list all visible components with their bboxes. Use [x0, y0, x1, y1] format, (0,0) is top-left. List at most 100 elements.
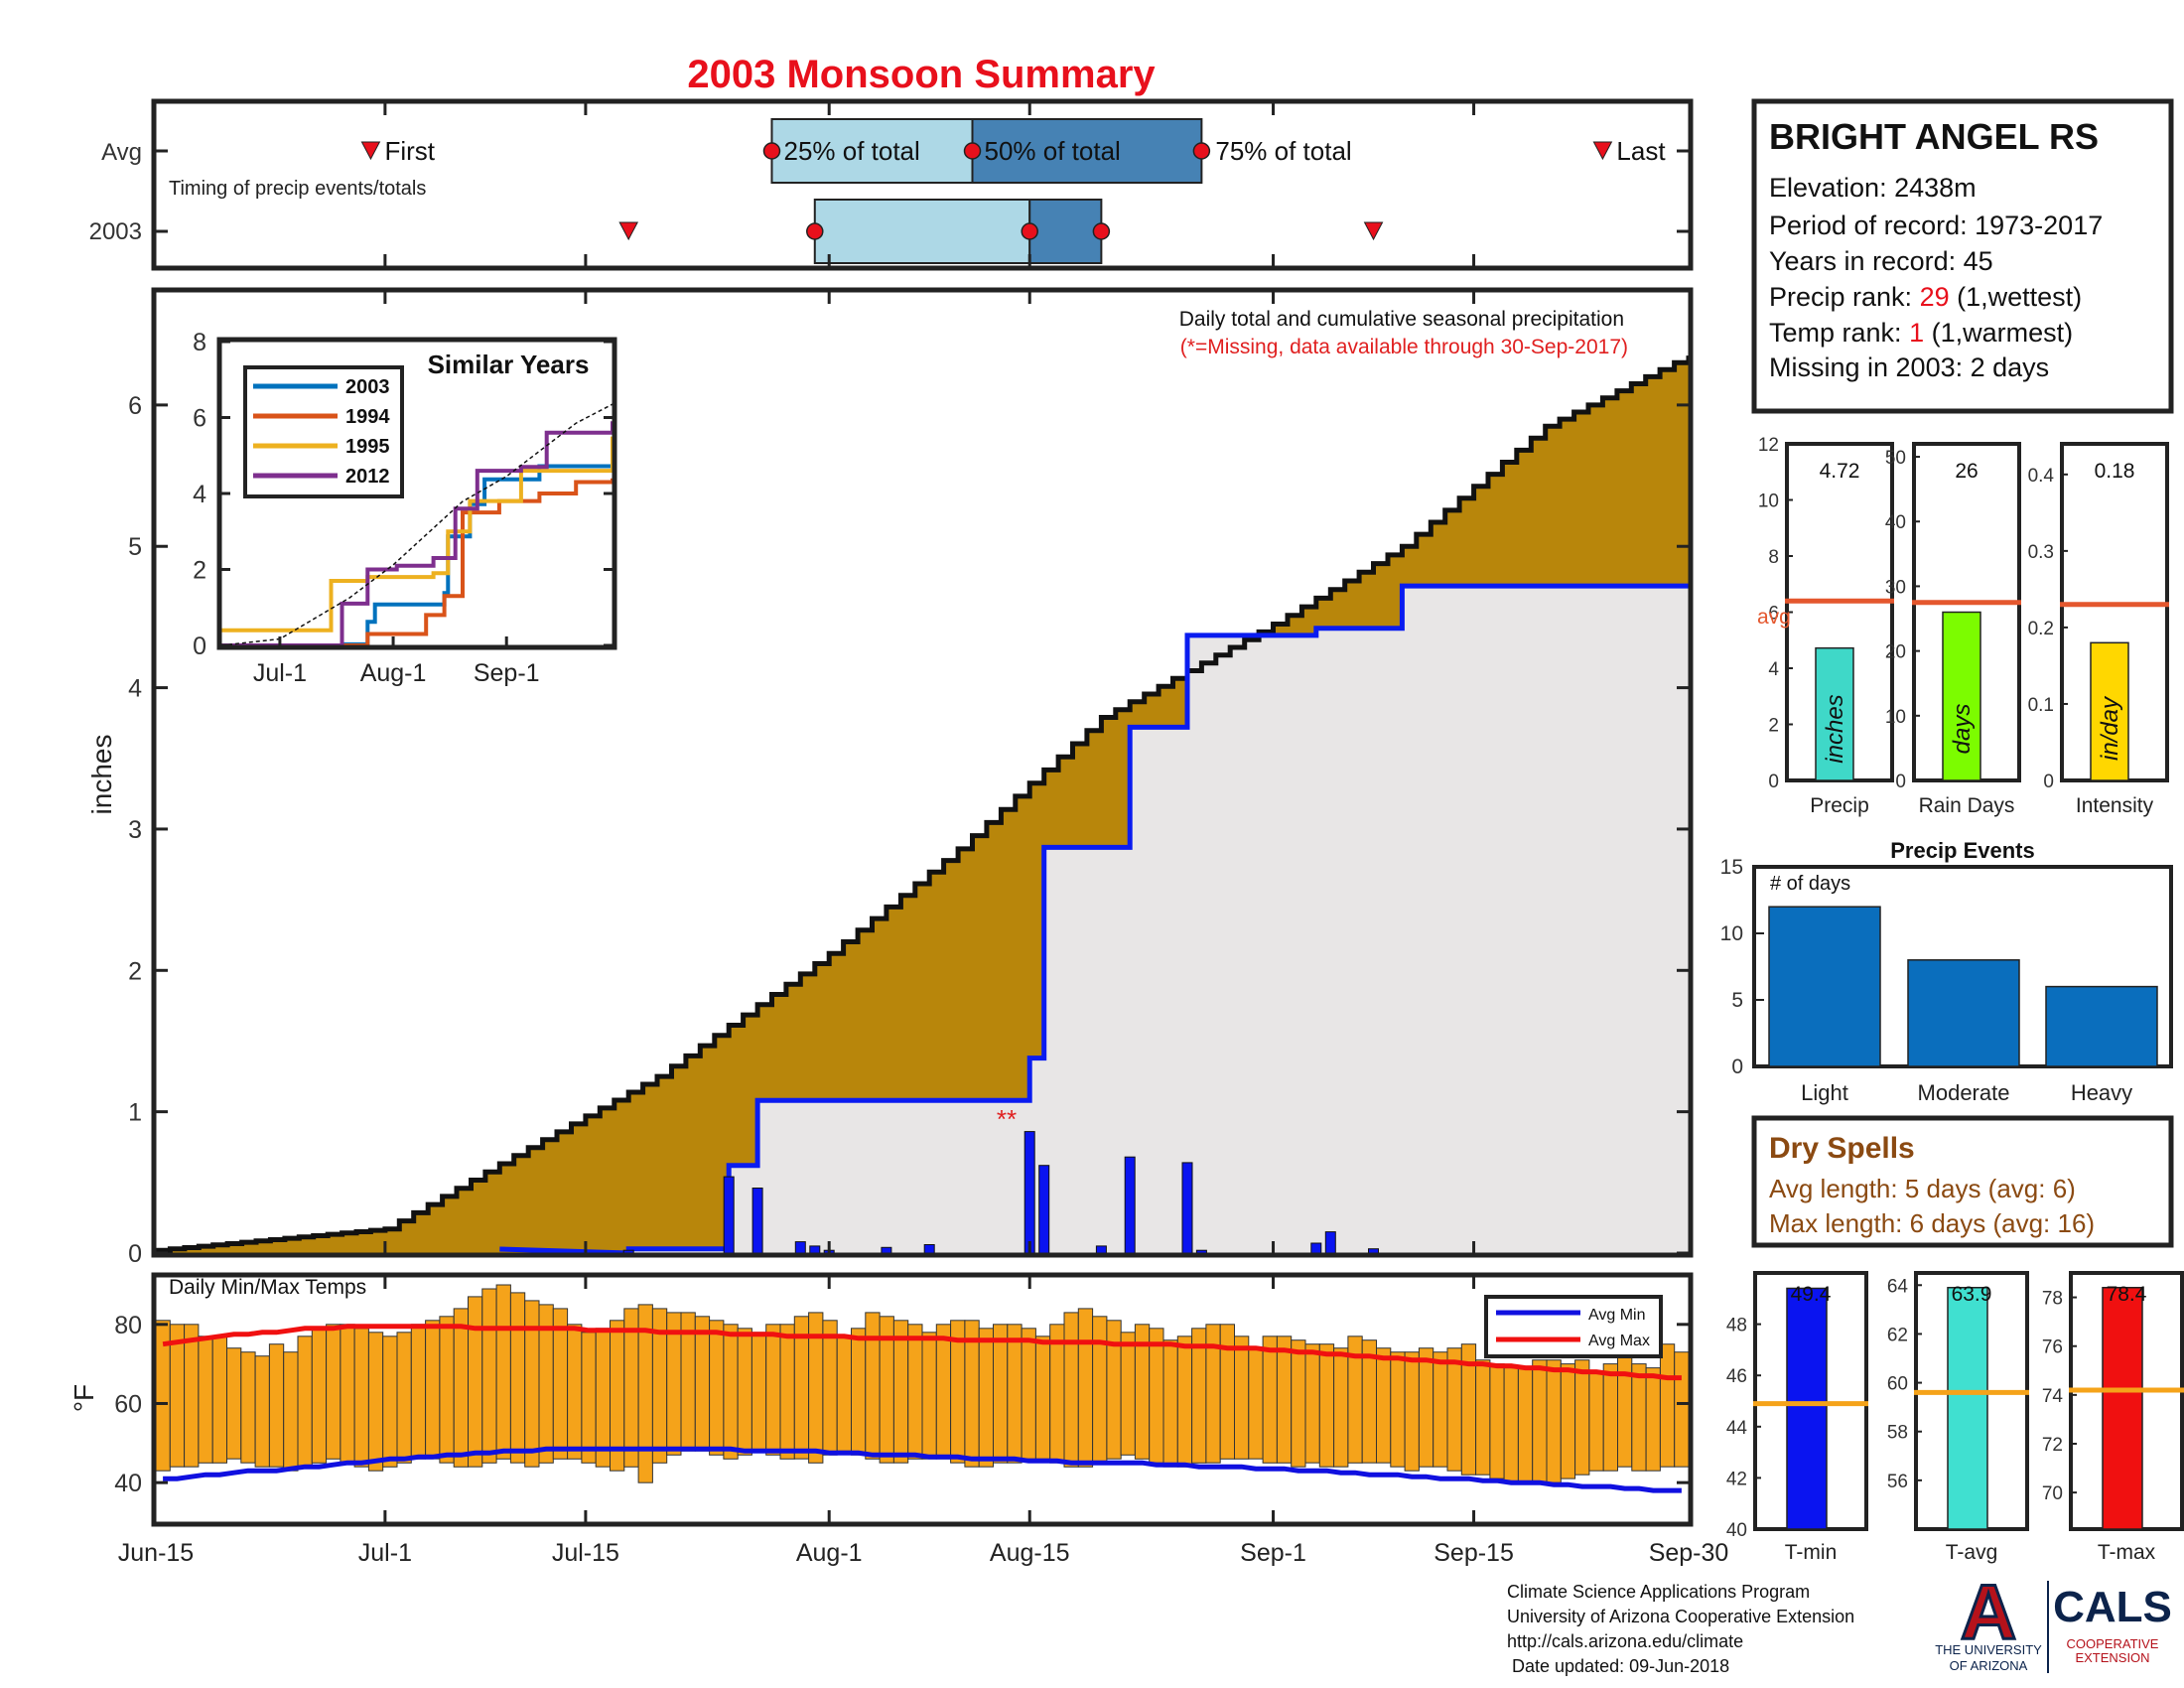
- daily-precip-bar: [1024, 1131, 1035, 1254]
- figure-title: 2003 Monsoon Summary: [687, 53, 1156, 96]
- daily-temp-bar: [524, 1300, 540, 1468]
- daily-temp-bar: [1517, 1367, 1534, 1483]
- cals-logo-line1: COOPERATIVE: [2067, 1636, 2159, 1651]
- events-category-label: Heavy: [2071, 1080, 2132, 1105]
- daily-precip-bar: [881, 1246, 892, 1254]
- daily-temp-bar: [211, 1336, 227, 1464]
- summary-y-tick-label: 0.2: [2028, 619, 2054, 639]
- temp-y-ticks: 40 60 80: [114, 1312, 1689, 1497]
- daily-temp-bar: [297, 1336, 313, 1468]
- temp-summary-y-tick-label: 42: [1726, 1469, 1747, 1489]
- summary-y-tick-label: 0.1: [2028, 695, 2054, 716]
- temp-summary-panel-0: 49.4 T-min 40 42 44 46 48: [1726, 1271, 1868, 1564]
- daily-temp-bar: [425, 1320, 441, 1460]
- footer-line4: Date updated: 09-Jun-2018: [1507, 1656, 1729, 1676]
- daily-temp-bar: [709, 1320, 725, 1456]
- missing-data-marker: **: [997, 1104, 1017, 1134]
- daily-precip-bar: [923, 1244, 935, 1254]
- date-x-tick-label: Aug-15: [990, 1539, 1070, 1567]
- summary-y-tick-label: 30: [1885, 577, 1906, 598]
- inset-x-tick-label: Jul-1: [253, 659, 307, 687]
- events-ylabel-note: # of days: [1770, 873, 1850, 895]
- daily-temp-bar: [1234, 1336, 1250, 1460]
- avg-min-line: [163, 1446, 1682, 1493]
- main-y-tick-label: 0: [128, 1240, 142, 1268]
- daily-temp-bar: [1475, 1359, 1491, 1476]
- events-y-tick-label: 5: [1731, 989, 1743, 1012]
- daily-temp-bar: [1318, 1343, 1335, 1468]
- daily-temp-bar: [1120, 1332, 1136, 1456]
- temp-summary-value: 78.4: [2107, 1283, 2147, 1306]
- footer: Climate Science Applications Program Uni…: [1507, 1582, 1854, 1676]
- temp-y-tick-label: 80: [114, 1312, 142, 1339]
- events-title: Precip Events: [1890, 838, 2035, 863]
- daily-temp-bar: [1674, 1351, 1690, 1468]
- daily-temp-bar: [552, 1308, 569, 1460]
- cals-logo-line2: EXTENSION: [2075, 1650, 2149, 1665]
- inset-y-tick-label: 8: [193, 329, 206, 356]
- daily-temp-bar: [836, 1336, 853, 1452]
- inset-series-line: [221, 436, 614, 633]
- summary-y-tick-label: 0: [1768, 772, 1779, 792]
- daily-precip-bar: [794, 1241, 806, 1254]
- daily-temp-bar: [1034, 1336, 1051, 1460]
- daily-temp-bar: [1049, 1324, 1065, 1464]
- summary-y-tick-label: 12: [1758, 435, 1779, 456]
- seasonal-summary-bars: 4.72 inches Precip 0 2 4 6 8 10 12 26 days Rain Days…: [1757, 435, 2169, 817]
- cals-logo: CALS COOPERATIVE EXTENSION: [2053, 1583, 2172, 1665]
- daily-temp-bar: [1489, 1363, 1505, 1479]
- temp-summary-y-tick-label: 58: [1887, 1423, 1908, 1444]
- daily-temp-bar: [353, 1328, 369, 1468]
- timing-percentile-dot: [806, 222, 824, 240]
- daily-temp-bar: [184, 1324, 200, 1468]
- daily-temp-bar: [1659, 1343, 1676, 1468]
- temp-y-tick-label: 40: [114, 1470, 142, 1497]
- main-y-axis-label: inches: [86, 735, 117, 815]
- station-period: Period of record: 1973-2017: [1769, 211, 2103, 240]
- timing-percentile-dot: [1192, 142, 1211, 160]
- temp-y-tick-label: 60: [114, 1390, 142, 1418]
- dry-spells-title: Dry Spells: [1769, 1132, 1915, 1165]
- station-temp-rank: Temp rank: 1 (1,warmest): [1769, 318, 2073, 348]
- temp-summary-y-tick-label: 40: [1726, 1520, 1747, 1541]
- daily-temp-bar: [921, 1332, 937, 1460]
- main-note-line2: (*=Missing, data available through 30-Se…: [1180, 336, 1628, 358]
- daily-temp-bar: [396, 1332, 412, 1464]
- summary-y-tick-label: 6: [1768, 604, 1779, 625]
- footer-line2: University of Arizona Cooperative Extens…: [1507, 1607, 1854, 1626]
- daily-temp-bar: [851, 1328, 867, 1456]
- daily-precip-bar: [1310, 1242, 1322, 1254]
- main-y-tick-label: 5: [128, 533, 142, 561]
- temp-summary-bar: [1947, 1286, 1988, 1530]
- main-y-ticks: 0 1 2 3 4 5 6: [128, 392, 1689, 1268]
- summary-avg-label: avg: [1757, 606, 1791, 629]
- station-precip-rank: Precip rank: 29 (1,wettest): [1769, 282, 2082, 312]
- temp-summary-bar: [1786, 1287, 1828, 1530]
- daily-temp-bar: [240, 1351, 256, 1464]
- daily-precip-bar: [1095, 1245, 1107, 1254]
- station-elevation: Elevation: 2438m: [1769, 173, 1977, 203]
- daily-precip-bar: [1181, 1162, 1193, 1254]
- summary-y-tick-label: 40: [1885, 512, 1906, 533]
- timing-p75-label: 75% of total: [1215, 136, 1351, 166]
- events-category-label: Moderate: [1918, 1080, 2010, 1105]
- summary-bar: [1942, 611, 1981, 781]
- daily-temp-bar: [367, 1332, 384, 1472]
- summary-bar: [1815, 646, 1854, 781]
- daily-temps-chart: Daily Min/Max Temps 40 60 80 °F Avg Min Av…: [68, 1272, 1694, 1527]
- cumulative-precip-plot: [156, 355, 1692, 1256]
- daily-temp-bar: [1433, 1351, 1448, 1468]
- timing-first-label: First: [384, 136, 435, 166]
- temp-summary-y-tick-label: 72: [2042, 1435, 2063, 1456]
- daily-temp-bar: [283, 1351, 299, 1472]
- footer-line3: http://cals.arizona.edu/climate: [1507, 1631, 1743, 1651]
- timing-percentile-dot: [963, 142, 982, 160]
- cumulative-2003-area: [156, 586, 1689, 1253]
- daily-temp-bar: [567, 1324, 583, 1460]
- main-note-line1: Daily total and cumulative seasonal prec…: [1179, 308, 1624, 331]
- summary-y-tick-label: 0.3: [2028, 542, 2054, 563]
- footer-line1: Climate Science Applications Program: [1507, 1582, 1810, 1602]
- daily-precip-bar: [1038, 1165, 1050, 1254]
- daily-temp-bar: [694, 1316, 711, 1452]
- inset-series-line: [221, 421, 614, 647]
